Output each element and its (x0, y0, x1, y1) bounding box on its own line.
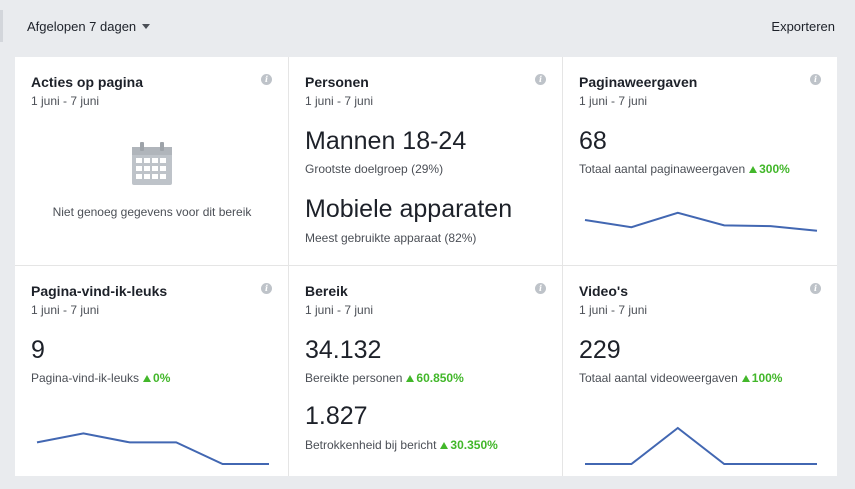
change-value: 300% (759, 162, 790, 176)
top-audience-label: Grootste doelgroep (29%) (305, 162, 444, 176)
engagement-value: 1.827 (305, 402, 368, 430)
toolbar-divider (0, 10, 3, 42)
top-device-value: Mobiele apparaten (305, 195, 513, 223)
card-date: 1 juni - 7 juni (579, 303, 648, 317)
likes-sparkline (36, 432, 269, 465)
likes-value: 9 (31, 336, 45, 364)
card-title: Bereik (305, 283, 348, 299)
change-badge: 30.350% (440, 438, 498, 452)
export-button[interactable]: Exporteren (771, 19, 835, 34)
change-badge: 100% (741, 371, 783, 385)
top-toolbar: Afgelopen 7 dagen Exporteren (0, 0, 855, 56)
page-views-value: 68 (579, 127, 607, 155)
card-videos[interactable]: Video's 1 juni - 7 juni i 229 Totaal aan… (563, 266, 837, 476)
change-badge: 0% (143, 371, 170, 385)
card-page-views[interactable]: Paginaweergaven 1 juni - 7 juni i 68 Tot… (563, 57, 837, 266)
page-views-caption: Totaal aantal paginaweergaven 300% (579, 162, 790, 176)
card-title: Pagina-vind-ik-leuks (31, 283, 168, 299)
likes-caption: Pagina-vind-ik-leuks 0% (31, 371, 170, 385)
card-title: Paginaweergaven (579, 74, 698, 90)
top-audience-value: Mannen 18-24 (305, 127, 467, 155)
info-icon[interactable]: i (535, 283, 546, 294)
sparkline-path (585, 426, 817, 465)
card-date: 1 juni - 7 juni (305, 94, 374, 108)
card-page-actions[interactable]: Acties op pagina 1 juni - 7 juni i Niet … (15, 57, 289, 266)
change-value: 100% (751, 371, 783, 385)
video-views-caption: Totaal aantal videoweergaven 100% (579, 371, 782, 385)
change-value: 0% (153, 371, 171, 385)
date-range-dropdown[interactable]: Afgelopen 7 dagen (27, 19, 151, 34)
info-icon[interactable]: i (810, 283, 821, 294)
video-views-value: 229 (579, 336, 621, 364)
date-range-label: Afgelopen 7 dagen (27, 19, 137, 34)
chevron-down-icon (142, 24, 151, 29)
change-value: 60.850% (416, 371, 464, 385)
card-reach[interactable]: Bereik 1 juni - 7 juni i 34.132 Bereikte… (289, 266, 563, 476)
engagement-label: Betrokkenheid bij bericht (305, 438, 437, 452)
card-title: Personen (305, 74, 369, 90)
info-icon[interactable]: i (261, 283, 272, 294)
card-page-likes[interactable]: Pagina-vind-ik-leuks 1 juni - 7 juni i 9… (15, 266, 289, 476)
reach-caption: Bereikte personen 60.850% (305, 371, 464, 385)
arrow-up-icon (741, 375, 750, 382)
card-date: 1 juni - 7 juni (31, 303, 100, 317)
arrow-up-icon (143, 375, 152, 382)
card-title: Acties op pagina (31, 74, 144, 90)
reach-value: 34.132 (305, 336, 382, 364)
video-views-label: Totaal aantal videoweergaven (579, 371, 738, 385)
info-icon[interactable]: i (810, 74, 821, 85)
change-badge: 300% (749, 162, 790, 176)
likes-label: Pagina-vind-ik-leuks (31, 371, 140, 385)
calendar-icon (132, 142, 172, 185)
arrow-up-icon (406, 375, 415, 382)
sparkline-path (36, 432, 269, 465)
info-icon[interactable]: i (261, 74, 272, 85)
card-date: 1 juni - 7 juni (31, 94, 100, 108)
change-value: 30.350% (450, 438, 498, 452)
change-badge: 60.850% (406, 371, 464, 385)
engagement-caption: Betrokkenheid bij bericht 30.350% (305, 438, 498, 452)
insights-grid: Acties op pagina 1 juni - 7 juni i Niet … (15, 57, 837, 476)
sparkline-path (584, 211, 818, 232)
no-data-message: Niet genoeg gegevens voor dit bereik (52, 205, 252, 219)
card-date: 1 juni - 7 juni (305, 303, 374, 317)
top-device-label: Meest gebruikte apparaat (82%) (305, 231, 477, 245)
arrow-up-icon (749, 166, 758, 173)
video-views-sparkline (585, 426, 817, 465)
info-icon[interactable]: i (535, 74, 546, 85)
reach-label: Bereikte personen (305, 371, 403, 385)
card-title: Video's (579, 283, 628, 299)
arrow-up-icon (440, 442, 449, 449)
card-date: 1 juni - 7 juni (579, 94, 648, 108)
page-views-sparkline (584, 211, 818, 232)
page-views-label: Totaal aantal paginaweergaven (579, 162, 746, 176)
card-people[interactable]: Personen 1 juni - 7 juni i Mannen 18-24 … (289, 57, 563, 266)
